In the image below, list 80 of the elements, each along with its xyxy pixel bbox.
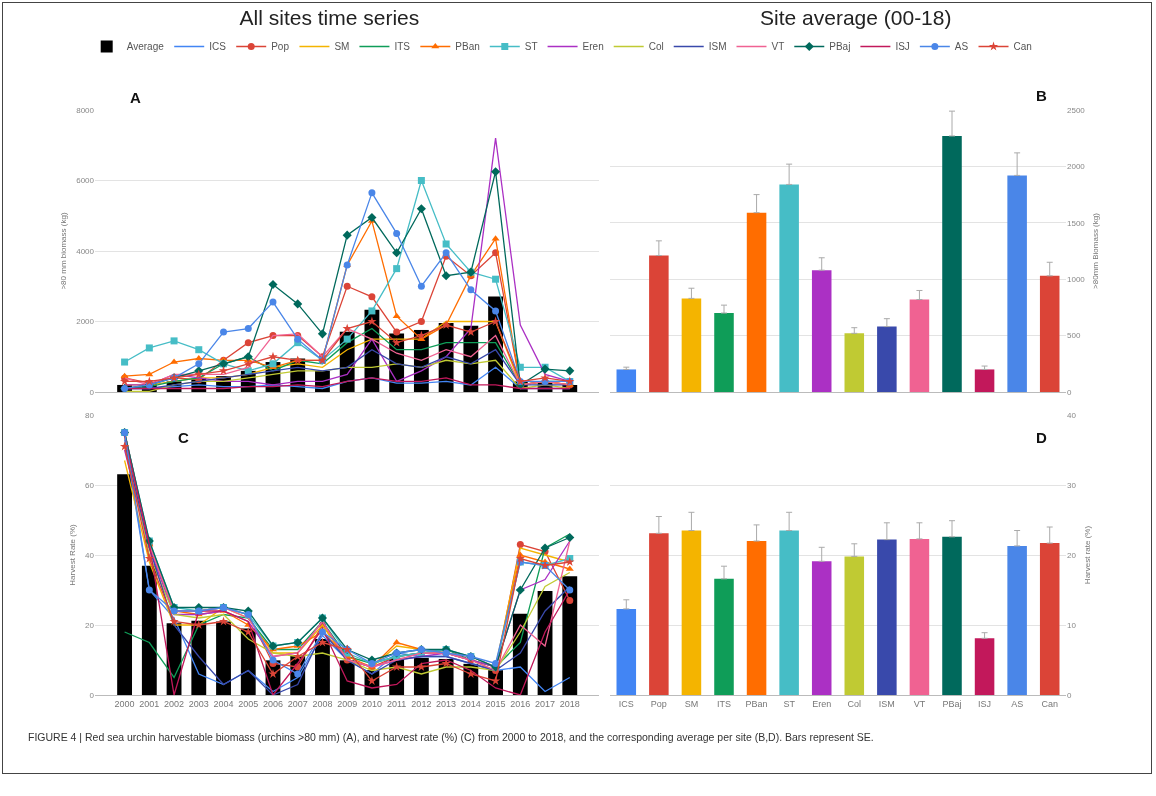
chart-title: Site average (00-18) [760, 6, 952, 30]
y-tick-label: 10 [1067, 620, 1077, 630]
x-tick-label: AS [1011, 698, 1024, 709]
y-tick-label: 30 [1067, 480, 1077, 490]
x-tick-label: 2015 [485, 698, 506, 709]
x-tick-label: SM [684, 698, 699, 709]
x-tick-label: 2013 [436, 698, 457, 709]
x-tick-label: ST [783, 698, 796, 709]
x-tick-label: Pop [650, 698, 667, 709]
x-tick-label: PBan [745, 698, 768, 709]
x-tick-label: 2006 [262, 698, 284, 709]
x-tick-label: Col [847, 698, 862, 709]
x-tick-label: ISM [878, 698, 895, 709]
x-tick-label: 2003 [188, 698, 209, 709]
y-tick-label: 2000 [76, 317, 95, 327]
x-tick-label: 2000 [114, 698, 135, 709]
legend-label: PBaj [829, 41, 851, 53]
legend-label: VT [771, 41, 785, 53]
y-tick-label: 40 [1067, 410, 1077, 420]
y-axis-title: >80mm Biomass (kg) [1091, 212, 1101, 289]
x-tick-label: 2010 [361, 698, 382, 709]
legend-label: PBan [455, 41, 480, 53]
annotation: D [1036, 429, 1047, 446]
legend-label: ITS [394, 41, 411, 53]
y-tick-label: 1000 [1067, 275, 1086, 284]
y-tick-label: 60 [85, 480, 95, 490]
x-tick-label: 2005 [238, 698, 259, 709]
y-tick-label: 20 [85, 620, 95, 630]
x-tick-label: 2012 [411, 698, 432, 709]
legend-label: Can [1013, 41, 1032, 53]
x-tick-label: 2004 [213, 698, 234, 709]
legend-label: Col [648, 41, 664, 53]
legend-label: ISJ [895, 41, 910, 53]
annotation: C [178, 429, 189, 446]
legend-label: ICS [209, 41, 227, 53]
legend-label: Eren [582, 41, 604, 53]
x-tick-label: 2014 [460, 698, 481, 709]
x-tick-label: 2011 [386, 698, 407, 709]
y-axis-title: Harvest Rate (%) [67, 524, 77, 586]
y-tick-label: 20 [1067, 550, 1077, 560]
x-tick-label: 2016 [510, 698, 531, 709]
y-axis-title: >80 mm biomass (kg) [58, 212, 68, 290]
x-tick-label: 2017 [535, 698, 556, 709]
legend-label: Pop [271, 41, 290, 53]
chart-title: All sites time series [239, 6, 420, 30]
y-tick-label: 40 [85, 550, 95, 560]
y-tick-label: 0 [89, 387, 95, 397]
legend-label: ISM [708, 41, 727, 53]
y-tick-label: 0 [1067, 387, 1072, 397]
legend-label: SM [334, 41, 350, 53]
y-tick-label: 6000 [76, 176, 95, 186]
text: B [1036, 87, 1047, 104]
x-tick-label: 2009 [337, 698, 358, 709]
x-tick-label: 2002 [164, 698, 185, 709]
x-tick-label: ISJ [978, 698, 992, 709]
text: A [130, 89, 141, 106]
y-tick-label: 2000 [1067, 162, 1086, 172]
caption: FIGURE 4 | Red sea urchin harvestable biomass (urchins >80 mm) (A), and harvest rate (%) (C) from 2000 to 2018, and the corresponding average per site (B,D). Bars represent SE. [28, 731, 874, 743]
y-tick-label: 0 [1067, 690, 1072, 700]
x-tick-label: Can [1041, 698, 1058, 709]
y-tick-label: 0 [89, 690, 95, 700]
y-tick-label: 80 [85, 410, 95, 420]
x-tick-label: ITS [716, 698, 732, 709]
y-tick-label: 4000 [76, 246, 95, 256]
x-tick-label: 2018 [559, 698, 580, 709]
x-tick-label: 2001 [139, 698, 160, 709]
x-tick-label: PBaj [942, 698, 962, 709]
x-tick-label: 2008 [312, 698, 333, 709]
y-tick-label: 8000 [76, 105, 95, 115]
y-tick-label: 500 [1067, 331, 1081, 341]
x-tick-label: Eren [812, 698, 832, 709]
legend-label: AS [954, 41, 969, 53]
x-tick-label: ICS [618, 698, 634, 709]
y-axis-title: Harvest rate (%) [1082, 525, 1092, 585]
x-tick-label: 2007 [287, 698, 308, 709]
legend-label: Average [126, 41, 165, 53]
y-tick-label: 2500 [1067, 105, 1086, 115]
x-tick-label: VT [913, 698, 926, 709]
legend-label: ST [524, 41, 538, 53]
y-tick-label: 1500 [1067, 218, 1086, 228]
